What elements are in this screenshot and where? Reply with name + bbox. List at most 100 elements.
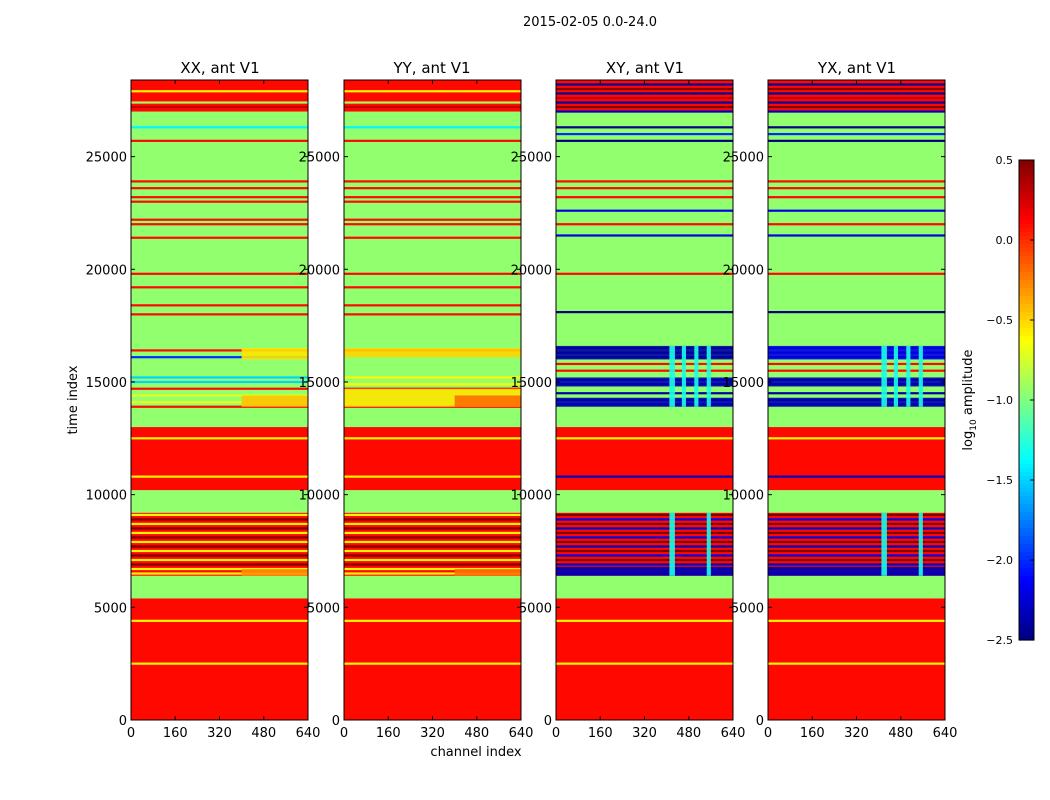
colorbar: 0.5 0.0 −0.5 −1.0 −1.5 −2.0 −2.5 (986, 154, 1035, 647)
colorbar-tick-label: −1.0 (986, 394, 1013, 407)
data-line (131, 619, 308, 622)
colorbar-segment (1019, 248, 1034, 253)
data-spot (768, 566, 945, 576)
data-line (768, 522, 945, 526)
colorbar-tick-label: −0.5 (986, 314, 1013, 327)
colorbar-tick-label: −1.5 (986, 474, 1013, 487)
colorbar-segment (1019, 192, 1034, 197)
data-line (344, 572, 521, 575)
colorbar-segment (1019, 164, 1034, 169)
data-line (556, 87, 733, 91)
colorbar-segment (1019, 408, 1034, 413)
colorbar-segment (1019, 464, 1034, 469)
data-band (131, 575, 308, 599)
data-line (556, 132, 733, 136)
data-line (556, 558, 733, 562)
data-line (768, 518, 945, 521)
data-line (556, 92, 733, 95)
colorbar-segment (1019, 516, 1034, 521)
data-line (131, 139, 308, 142)
data-band (344, 598, 521, 720)
data-line (556, 105, 733, 109)
data-line (556, 139, 733, 142)
colorbar-segment (1019, 624, 1034, 629)
panel-title-yy: YY, ant V1 (392, 59, 470, 77)
data-line (556, 96, 733, 100)
colorbar-segment (1019, 636, 1034, 641)
y-tick-label: 25000 (299, 151, 340, 166)
panel-xy: XY, ant V1 0 160 320 480 640 0 5000 10000 15000 2… (511, 59, 746, 741)
colorbar-segment (1019, 352, 1034, 357)
colorbar-segment (1019, 504, 1034, 509)
colorbar-segment (1019, 524, 1034, 529)
data-line (131, 101, 308, 104)
data-line (131, 572, 308, 575)
data-line (768, 540, 945, 544)
data-line (556, 110, 733, 113)
data-line (768, 83, 945, 86)
data-line (131, 394, 308, 397)
data-line (344, 196, 521, 199)
data-line (131, 272, 308, 275)
data-line (768, 563, 945, 566)
colorbar-segment (1019, 476, 1034, 481)
colorbar-segment (1019, 308, 1034, 313)
colorbar-segment (1019, 336, 1034, 341)
colorbar-segment (1019, 424, 1034, 429)
data-line (344, 96, 521, 100)
colorbar-segment (1019, 584, 1034, 589)
colorbar-segment (1019, 528, 1034, 533)
y-tick-label: 15000 (723, 376, 764, 391)
data-line (131, 518, 308, 521)
data-line (344, 105, 521, 109)
data-line (768, 132, 945, 136)
colorbar-segment (1019, 540, 1034, 545)
y-tick-label: 20000 (299, 263, 340, 278)
x-tick-label: 160 (800, 726, 825, 741)
data-line (131, 85, 308, 88)
colorbar-segment (1019, 324, 1034, 329)
data-line (556, 272, 733, 275)
colorbar-segment (1019, 496, 1034, 501)
data-line (768, 87, 945, 91)
colorbar-segment (1019, 304, 1034, 309)
data-line (556, 223, 733, 226)
data-line (556, 209, 733, 212)
colorbar-segment (1019, 344, 1034, 349)
data-spot (893, 345, 898, 407)
x-tick-label: 640 (721, 726, 746, 741)
y-tick-label: 15000 (511, 376, 552, 391)
data-line (768, 96, 945, 100)
data-spot (344, 348, 521, 358)
y-tick-label: 20000 (511, 263, 552, 278)
colorbar-segment (1019, 368, 1034, 373)
data-line (131, 126, 308, 129)
data-line (131, 380, 308, 384)
x-tick-label: 320 (632, 726, 657, 741)
data-line (344, 536, 521, 539)
colorbar-segment (1019, 492, 1034, 497)
x-tick-label: 0 (127, 726, 135, 741)
data-line (556, 545, 733, 548)
data-line (556, 518, 733, 521)
colorbar-segment (1019, 364, 1034, 369)
data-line (768, 549, 945, 553)
colorbar-segment (1019, 428, 1034, 433)
data-line (131, 475, 308, 478)
data-line (768, 619, 945, 622)
data-line (768, 234, 945, 237)
data-line (344, 475, 521, 478)
colorbar-segment (1019, 560, 1034, 565)
data-line (344, 619, 521, 622)
y-tick-label: 10000 (511, 489, 552, 504)
data-band (768, 427, 945, 491)
data-line (344, 223, 521, 226)
data-line (344, 567, 521, 571)
data-band (344, 512, 521, 576)
data-band (344, 427, 521, 491)
data-line (768, 187, 945, 190)
data-spot (768, 345, 945, 360)
data-line (768, 139, 945, 142)
y-tick-label: 10000 (86, 489, 127, 504)
